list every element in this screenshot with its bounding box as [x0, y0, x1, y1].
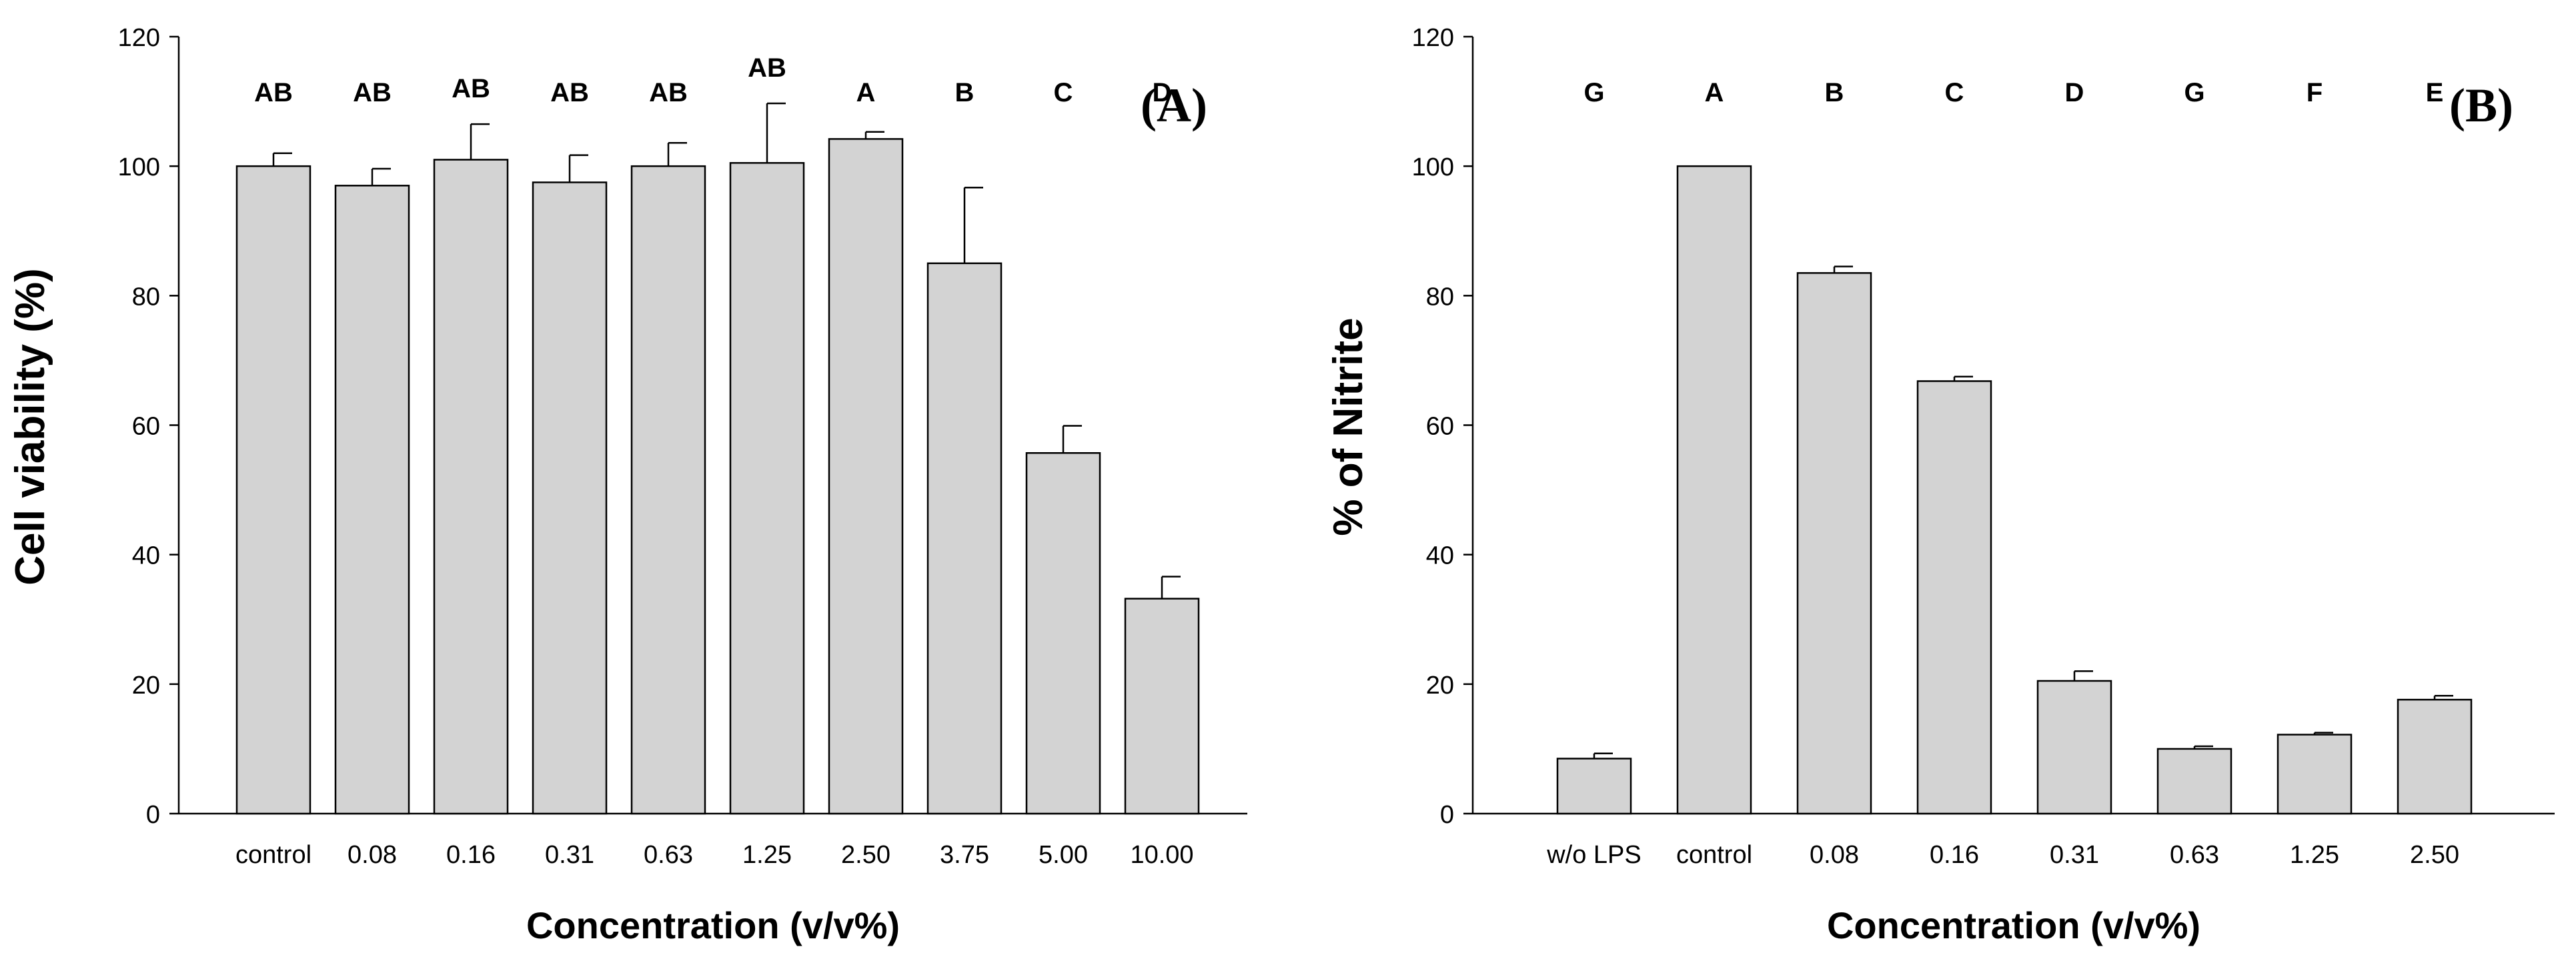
- x-tick-label: 1.25: [742, 841, 792, 869]
- x-tick-label: 0.16: [1930, 841, 1979, 869]
- bar: [729, 162, 805, 815]
- y-tick-label: 0: [1440, 801, 1454, 829]
- y-tick-label: 80: [132, 283, 160, 311]
- significance-label: C: [1054, 78, 1073, 107]
- bar: [1025, 451, 1101, 815]
- bar: [926, 262, 1003, 815]
- bar: [235, 165, 311, 815]
- x-axis-title: Concentration (v/v%): [1827, 904, 2200, 946]
- chart-a-cell-viability: 020406080100120ABcontrolAB0.08AB0.16AB0.…: [7, 24, 1247, 946]
- significance-label: A: [1705, 78, 1724, 107]
- x-tick-label: w/o LPS: [1546, 841, 1642, 869]
- y-tick-label: 120: [118, 24, 160, 52]
- significance-label: B: [1825, 78, 1844, 107]
- significance-label: B: [955, 78, 975, 107]
- bar: [828, 138, 904, 815]
- y-tick-label: 40: [132, 542, 160, 570]
- x-tick-label: 0.08: [348, 841, 397, 869]
- significance-label: F: [2307, 78, 2323, 107]
- y-axis-title: % of Nitrite: [1325, 317, 1371, 536]
- x-tick-label: 0.63: [2170, 841, 2219, 869]
- bar: [2036, 680, 2112, 815]
- y-tick-label: 80: [1426, 283, 1454, 311]
- y-tick-label: 100: [1412, 153, 1454, 181]
- x-tick-label: 0.31: [2050, 841, 2099, 869]
- x-axis-title: Concentration (v/v%): [526, 904, 900, 946]
- significance-label: AB: [254, 78, 293, 107]
- panel-label: (A): [1141, 79, 1207, 132]
- bar: [630, 165, 706, 815]
- x-tick-label: 2.50: [841, 841, 890, 869]
- bar: [2156, 748, 2232, 815]
- x-tick-label: 5.00: [1039, 841, 1088, 869]
- bar: [2277, 734, 2353, 815]
- y-tick-label: 40: [1426, 542, 1454, 570]
- y-axis-title: Cell viability (%): [7, 268, 53, 585]
- x-tick-label: 1.25: [2290, 841, 2339, 869]
- x-tick-label: 10.00: [1130, 841, 1193, 869]
- significance-label: AB: [649, 78, 688, 107]
- x-tick-label: 0.31: [545, 841, 594, 869]
- x-tick-label: control: [235, 841, 311, 869]
- y-tick-label: 20: [132, 672, 160, 700]
- y-tick-label: 20: [1426, 672, 1454, 700]
- y-tick-label: 60: [132, 413, 160, 441]
- bar: [1556, 758, 1632, 815]
- significance-label: AB: [550, 78, 589, 107]
- significance-label: AB: [353, 78, 392, 107]
- bar: [1916, 380, 1992, 815]
- bar: [1676, 165, 1752, 815]
- x-tick-label: 2.50: [2410, 841, 2459, 869]
- significance-label: A: [856, 78, 876, 107]
- bar: [2397, 698, 2473, 815]
- y-tick-label: 60: [1426, 413, 1454, 441]
- bar: [433, 159, 509, 815]
- bar: [1796, 272, 1872, 815]
- y-tick-label: 100: [118, 153, 160, 181]
- y-tick-label: 120: [1412, 24, 1454, 52]
- x-tick-label: 0.63: [644, 841, 693, 869]
- y-tick-label: 0: [146, 801, 160, 829]
- bar: [532, 181, 608, 815]
- x-tick-label: 3.75: [940, 841, 989, 869]
- significance-label: D: [2065, 78, 2084, 107]
- bar: [334, 185, 410, 815]
- x-tick-label: control: [1676, 841, 1752, 869]
- x-tick-label: 0.08: [1810, 841, 1859, 869]
- panel-label: (B): [2449, 79, 2513, 132]
- significance-label: AB: [452, 74, 490, 103]
- significance-label: AB: [748, 53, 786, 83]
- bar: [1124, 598, 1200, 815]
- significance-label: C: [1945, 78, 1964, 107]
- x-tick-label: 0.16: [446, 841, 496, 869]
- significance-label: G: [2184, 78, 2204, 107]
- significance-label: D: [1153, 78, 1172, 107]
- significance-label: E: [2426, 78, 2444, 107]
- significance-label: G: [1583, 78, 1604, 107]
